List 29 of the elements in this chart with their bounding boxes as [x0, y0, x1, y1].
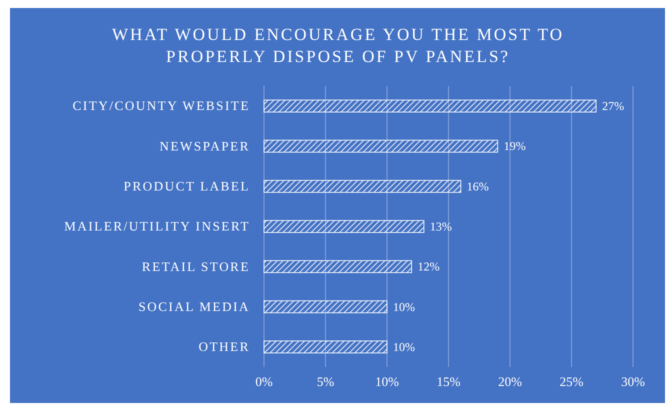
- y-tick-label: NEWSPAPER: [160, 138, 250, 154]
- bar: [264, 300, 388, 314]
- bar: [264, 140, 498, 153]
- y-tick-label: OTHER: [198, 339, 250, 354]
- bar: [264, 260, 412, 274]
- y-tick-label: PRODUCT LABEL: [124, 178, 250, 194]
- x-tick-label: 0%: [255, 374, 273, 390]
- x-tick-label: 25%: [560, 374, 584, 390]
- data-label: 10%: [393, 300, 415, 314]
- data-label: 19%: [504, 139, 526, 154]
- y-tick-label: RETAIL STORE: [142, 258, 250, 274]
- bar: [264, 340, 388, 354]
- bar: [264, 220, 424, 233]
- y-tick-label: MAILER/UTILITY INSERT: [64, 218, 250, 234]
- x-tick-label: 5%: [316, 374, 334, 390]
- x-tick-label: 10%: [375, 374, 400, 390]
- bar: [264, 100, 596, 112]
- x-tick-label: 30%: [621, 374, 646, 390]
- y-tick-label: CITY/COUNTY WEBSITE: [72, 98, 250, 114]
- data-label: 27%: [602, 99, 624, 114]
- x-tick-label: 20%: [498, 374, 522, 390]
- bar: [264, 180, 462, 193]
- data-label: 12%: [418, 260, 440, 274]
- y-tick-label: SOCIAL MEDIA: [138, 298, 250, 314]
- data-label: 16%: [466, 179, 489, 194]
- data-label: 13%: [430, 220, 452, 234]
- data-label: 10%: [393, 340, 415, 354]
- x-tick-label: 15%: [436, 374, 461, 390]
- chart-title: WHAT WOULD ENCOURAGE YOU THE MOST TO PROPERLY DISPOSE OF PV PANELS?: [112, 25, 564, 66]
